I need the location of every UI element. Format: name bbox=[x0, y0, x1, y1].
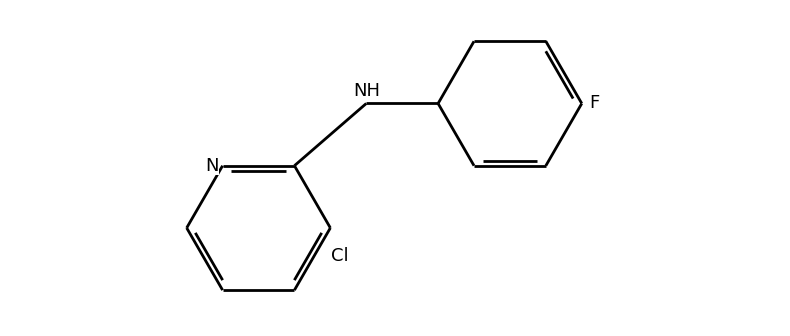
Text: F: F bbox=[589, 94, 599, 113]
Text: N: N bbox=[205, 157, 219, 175]
Text: NH: NH bbox=[353, 82, 380, 100]
Text: Cl: Cl bbox=[330, 247, 348, 265]
